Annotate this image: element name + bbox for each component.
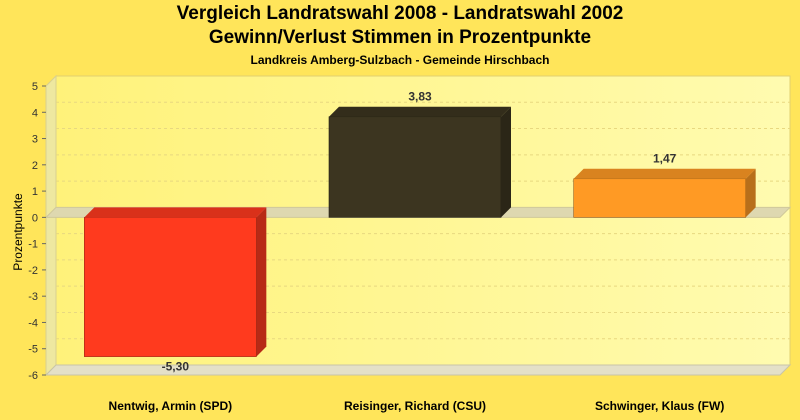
y-tick-label: -1 xyxy=(28,239,38,251)
bar xyxy=(328,106,511,218)
bar-top xyxy=(573,168,756,179)
y-tick-label: 0 xyxy=(32,212,38,224)
bar-top xyxy=(329,106,511,117)
bar-top xyxy=(84,207,267,218)
x-tick-label: Reisinger, Richard (CSU) xyxy=(344,399,486,413)
bar-side xyxy=(501,106,511,218)
y-tick-label: -6 xyxy=(28,370,38,382)
y-tick-label: 4 xyxy=(32,107,38,119)
data-label: -5,30 xyxy=(162,360,190,374)
chart-floor xyxy=(44,364,792,376)
data-label: 3,83 xyxy=(408,90,432,104)
data-label: 1,47 xyxy=(653,152,677,166)
bar-front xyxy=(328,116,502,218)
x-tick-label: Nentwig, Armin (SPD) xyxy=(109,399,233,413)
y-tick-label: -4 xyxy=(28,317,38,329)
y-tick-label: 5 xyxy=(32,81,38,93)
y-tick-label: 3 xyxy=(32,134,38,146)
chart-title-line-2: Gewinn/Verlust Stimmen in Prozentpunkte xyxy=(208,27,592,48)
y-tick-label: 2 xyxy=(32,160,38,172)
y-tick-label: -3 xyxy=(28,291,38,303)
bar-front xyxy=(573,178,746,218)
chart-title: Vergleich Landratswahl 2008 - Landratswa… xyxy=(176,3,624,24)
y-tick-label: 1 xyxy=(32,186,38,198)
y-tick-label: -2 xyxy=(28,265,38,277)
y-axis-label: Prozentpunkte xyxy=(11,193,25,271)
bar-side xyxy=(745,168,756,218)
chart-side-wall xyxy=(45,74,57,377)
y-tick-label: -5 xyxy=(28,344,38,356)
x-tick-label: Schwinger, Klaus (FW) xyxy=(595,399,724,413)
bar-side xyxy=(256,207,267,357)
bar-front xyxy=(84,217,257,357)
bar xyxy=(573,168,756,218)
chart-subtitle: Landkreis Amberg-Sulzbach - Gemeinde Hir… xyxy=(250,53,550,67)
bar xyxy=(84,207,267,357)
